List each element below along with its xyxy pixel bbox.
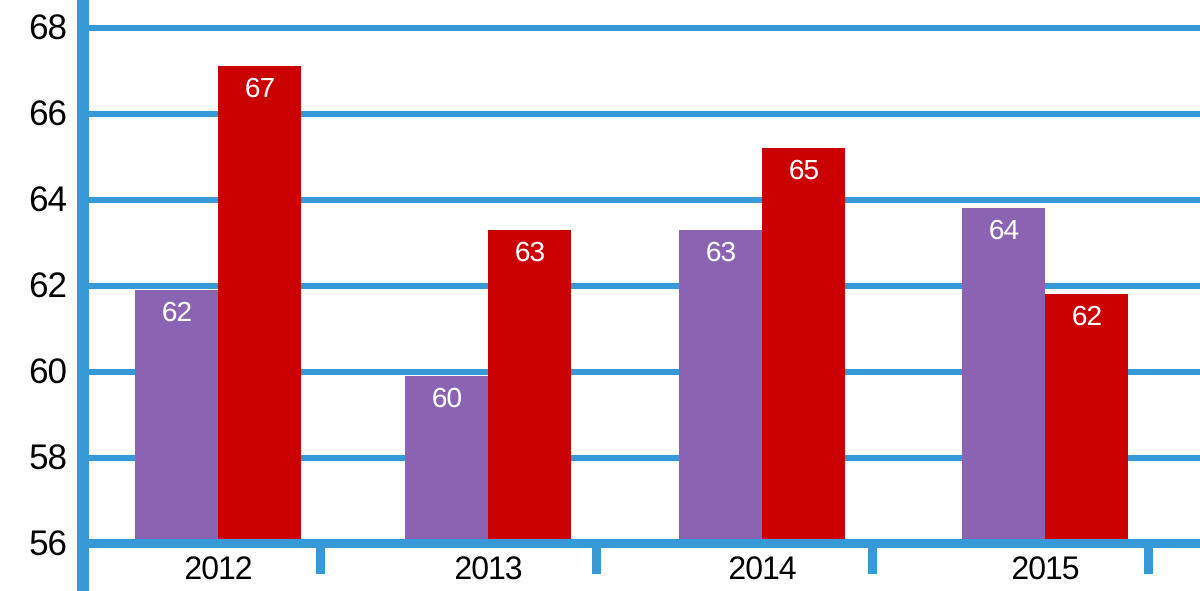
x-axis-tick [591,548,601,574]
bar-value-label: 62 [1071,300,1102,332]
gridline-64 [89,196,1200,203]
bar-value-label: 67 [244,72,275,104]
gridline-62 [89,282,1200,289]
bar-purple-series-2014: 63 [679,229,762,540]
bar-red-series-2014: 65 [762,147,845,540]
bar-purple-series-2013: 60 [405,375,488,540]
y-axis-label-60: 60 [29,351,67,391]
y-axis-label-58: 58 [29,437,67,477]
x-axis-tick [315,548,325,574]
bar-value-label: 60 [431,381,462,413]
y-axis-label-66: 66 [29,93,67,133]
y-axis-label-62: 62 [29,265,67,305]
bar-red-series-2013: 63 [488,229,571,540]
bar-red-series-2012: 67 [218,66,301,540]
x-axis-label-2013: 2013 [454,550,522,586]
bar-purple-series-2015: 64 [962,208,1045,540]
bar-value-label: 64 [988,214,1019,246]
bar-value-label: 65 [788,153,819,185]
x-axis-label-2015: 2015 [1011,550,1079,586]
x-axis-tick [867,548,877,574]
y-axis-line [77,0,89,591]
x-axis-label-2014: 2014 [728,550,796,586]
y-axis-label-64: 64 [29,179,67,219]
y-axis-label-68: 68 [29,7,67,47]
gridline-68 [89,24,1200,31]
x-axis-label-2012: 2012 [184,550,252,586]
x-axis-tick [1143,548,1153,574]
bar-purple-series-2012: 62 [135,289,218,540]
gridline-60 [89,368,1200,375]
gridline-66 [89,110,1200,117]
bar-value-label: 63 [705,235,736,267]
bar-value-label: 63 [514,235,545,267]
bar-red-series-2015: 62 [1045,294,1128,540]
x-axis-line [77,539,1200,548]
gridline-58 [89,454,1200,461]
y-axis-label-56: 56 [29,523,67,563]
bar-value-label: 62 [161,295,192,327]
